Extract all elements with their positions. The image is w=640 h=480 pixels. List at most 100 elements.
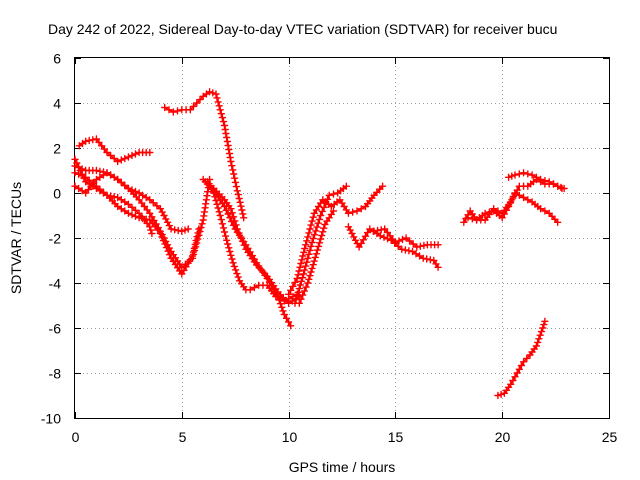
data-point [394, 242, 402, 250]
data-point [305, 229, 313, 237]
data-point [300, 266, 309, 274]
data-point [128, 151, 136, 160]
data-point [310, 257, 318, 265]
data-point [502, 206, 511, 214]
data-point [165, 106, 173, 114]
data-point [560, 184, 568, 193]
data-point [181, 226, 189, 234]
data-point [184, 225, 192, 233]
data-point [196, 95, 204, 104]
data-point [541, 207, 549, 215]
series-track-6 [161, 88, 248, 222]
data-point [219, 117, 228, 126]
data-point [275, 296, 283, 304]
data-point [318, 231, 326, 240]
data-point [246, 286, 254, 294]
data-point [545, 178, 553, 186]
data-point [227, 251, 235, 259]
data-point [148, 229, 156, 238]
data-series [71, 88, 568, 400]
data-point [218, 113, 227, 122]
data-point [117, 156, 125, 164]
data-point [295, 284, 303, 293]
data-point [296, 263, 304, 271]
data-point [293, 292, 301, 300]
data-point [124, 153, 133, 161]
data-point [282, 314, 291, 322]
data-point [524, 170, 532, 178]
data-point [391, 238, 400, 247]
data-point [537, 327, 546, 336]
data-point [229, 166, 237, 174]
data-point [103, 148, 111, 157]
data-point [274, 292, 282, 301]
plot-frame [74, 57, 610, 419]
y-tick-label: 2 [53, 141, 61, 157]
data-point [159, 236, 168, 245]
data-point [212, 90, 220, 98]
data-point [380, 233, 388, 241]
data-point [308, 217, 316, 225]
data-point [233, 187, 241, 195]
data-point [303, 258, 311, 266]
data-point [319, 228, 327, 236]
series-track-5 [71, 169, 203, 278]
data-point [222, 206, 230, 214]
data-point [238, 206, 246, 214]
data-point [193, 233, 201, 241]
data-point [312, 227, 320, 235]
series-track-12 [295, 207, 338, 307]
series-track-9 [210, 187, 295, 330]
data-point [398, 235, 407, 244]
data-point [349, 208, 357, 216]
data-point [149, 199, 157, 207]
data-point [344, 209, 353, 217]
data-point [313, 246, 322, 254]
data-point [200, 208, 209, 216]
data-point [314, 242, 323, 251]
data-point [329, 190, 338, 198]
data-point [224, 210, 232, 218]
data-point [280, 297, 288, 305]
x-tick-label: 0 [72, 429, 80, 445]
data-point [545, 209, 553, 217]
data-point [539, 324, 547, 332]
data-point [294, 288, 302, 296]
data-point [309, 234, 317, 243]
data-point [509, 376, 517, 385]
data-point [92, 166, 101, 175]
data-point [402, 234, 410, 242]
data-point [95, 138, 103, 147]
y-tick-label: 6 [53, 51, 61, 67]
data-point [376, 232, 385, 240]
data-point [193, 99, 201, 107]
data-point [383, 228, 392, 237]
data-point [494, 391, 502, 400]
data-point [227, 217, 236, 226]
data-point [302, 241, 310, 249]
data-point [500, 210, 508, 218]
data-point [409, 240, 417, 248]
y-tick-label: -2 [49, 231, 62, 247]
data-point [515, 365, 523, 373]
data-point [297, 259, 305, 268]
data-point [536, 331, 544, 339]
data-point [302, 262, 310, 270]
data-point [519, 358, 528, 366]
series-track-18 [494, 317, 549, 400]
data-point [511, 373, 519, 381]
x-axis-label: GPS time / hours [289, 459, 396, 475]
data-point [216, 211, 224, 220]
data-point [395, 237, 403, 245]
data-point [205, 181, 214, 190]
data-point [121, 181, 129, 190]
data-point [250, 255, 259, 263]
data-point [132, 193, 141, 201]
data-point [297, 277, 306, 285]
data-point [300, 287, 309, 295]
chart-title: Day 242 of 2022, Sidereal Day-to-day VTE… [48, 21, 557, 37]
x-tick-label: 20 [495, 429, 511, 445]
data-point [301, 244, 309, 253]
data-point [189, 248, 198, 256]
